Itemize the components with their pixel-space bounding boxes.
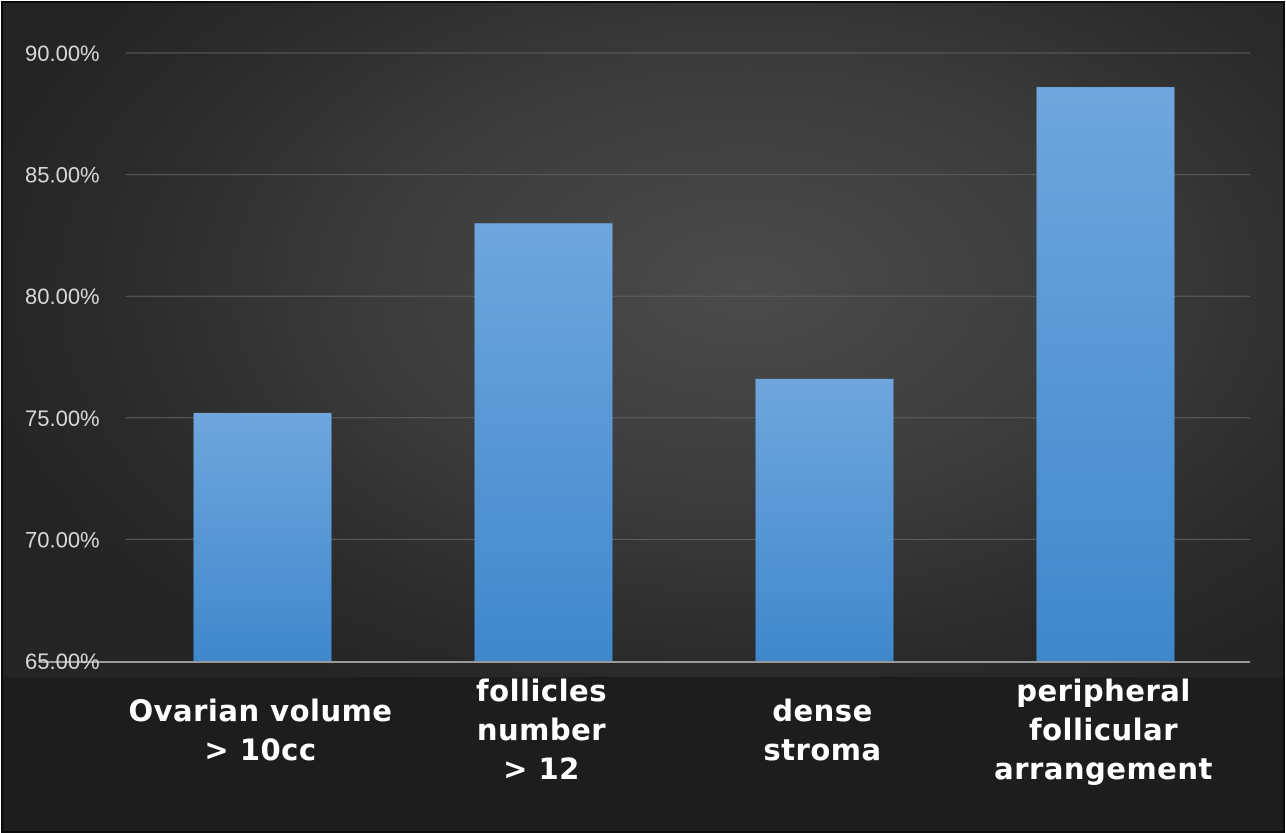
y-tick-label: 70.00% xyxy=(25,527,100,552)
bar xyxy=(1036,87,1175,662)
category-label: dense stroma xyxy=(763,694,881,767)
category-label: peripheral follicular arrangement xyxy=(994,674,1213,786)
category-labels: Ovarian volume > 10cc follicles number > 12 d… xyxy=(129,674,1213,786)
category-label-band xyxy=(3,677,1283,831)
y-tick-labels: 65.00% 70.00% 75.00% 80.00% 85.00% 90.00% xyxy=(25,41,100,674)
y-tick-label: 90.00% xyxy=(25,41,100,66)
bar xyxy=(474,223,613,662)
y-tick-label: 80.00% xyxy=(25,284,100,309)
category-label: follicles number > 12 xyxy=(476,674,607,786)
bar xyxy=(755,378,894,661)
bar-chart: 65.00% 70.00% 75.00% 80.00% 85.00% 90.00% Ova… xyxy=(25,41,1250,786)
y-tick-label: 75.00% xyxy=(25,406,100,431)
bars xyxy=(193,87,1175,662)
bar xyxy=(193,412,332,661)
y-tick-label: 65.00% xyxy=(25,649,100,674)
category-label: Ovarian volume > 10cc xyxy=(129,694,393,767)
y-tick-label: 85.00% xyxy=(25,163,100,188)
